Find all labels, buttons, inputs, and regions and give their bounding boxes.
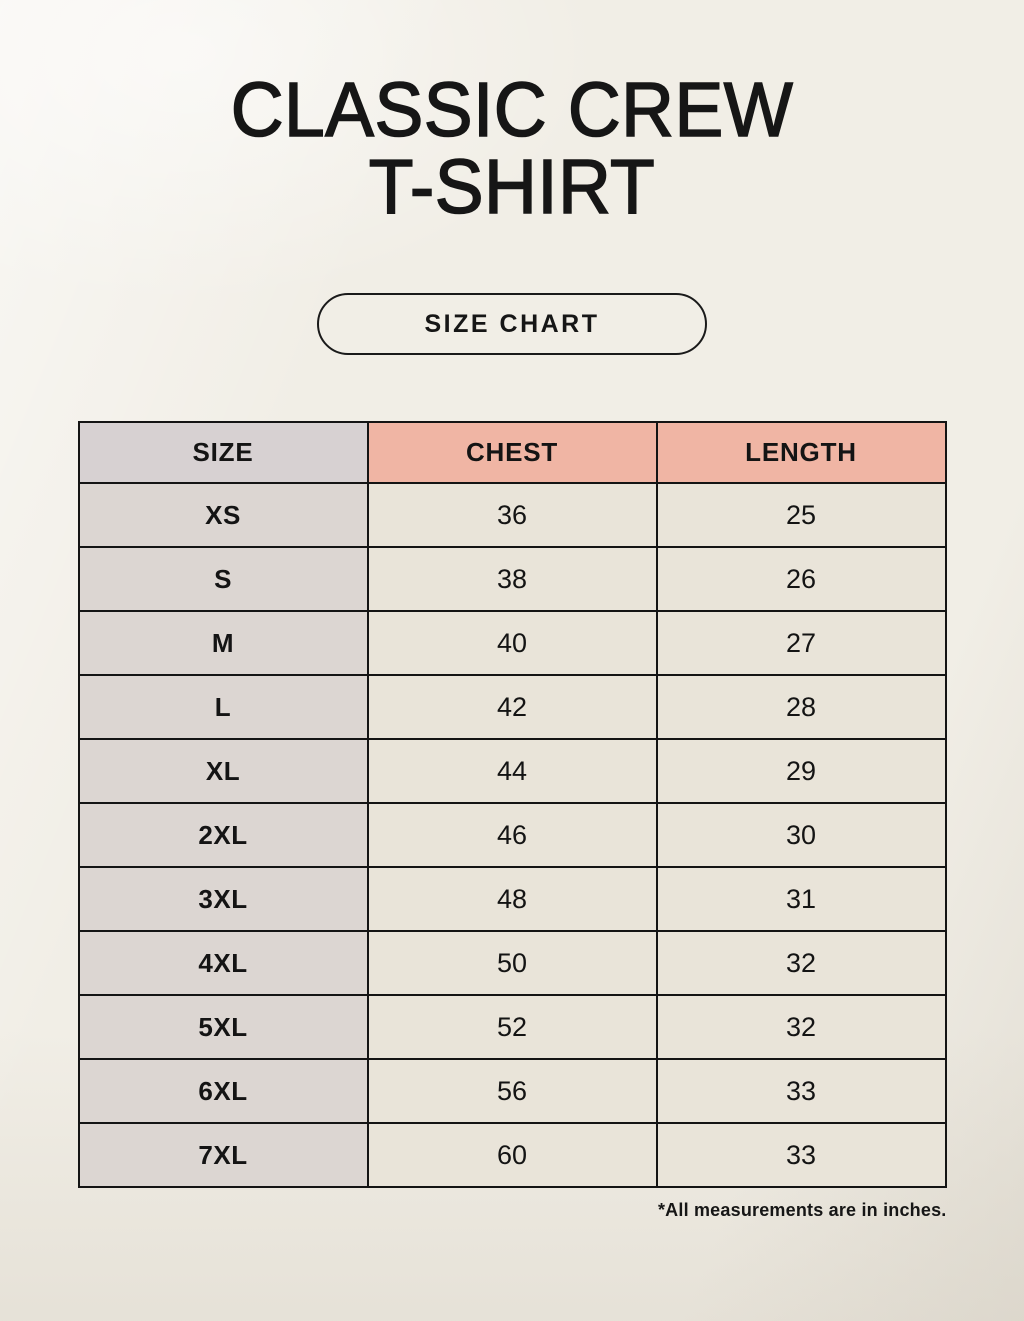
value-cell: 42 bbox=[366, 674, 658, 740]
size-cell: L bbox=[77, 674, 369, 740]
column-header-length: LENGTH bbox=[655, 421, 947, 484]
table-row: XS 36 25 bbox=[77, 482, 947, 548]
value-cell: 33 bbox=[655, 1122, 947, 1188]
value-cell: 30 bbox=[655, 802, 947, 868]
table-row: L 42 28 bbox=[77, 674, 947, 740]
table-header-row: SIZE CHEST LENGTH bbox=[77, 421, 947, 484]
table-row: 5XL 52 32 bbox=[77, 994, 947, 1060]
value-cell: 46 bbox=[366, 802, 658, 868]
size-cell: 3XL bbox=[77, 866, 369, 932]
table-row: M 40 27 bbox=[77, 610, 947, 676]
value-cell: 32 bbox=[655, 930, 947, 996]
measurements-note: *All measurements are in inches. bbox=[657, 1200, 947, 1220]
value-cell: 25 bbox=[655, 482, 947, 548]
page-title: CLASSIC CREW T-SHIRT bbox=[26, 0, 999, 227]
value-cell: 48 bbox=[366, 866, 658, 932]
size-cell: XS bbox=[77, 482, 369, 548]
table-row: 3XL 48 31 bbox=[77, 866, 947, 932]
table-row: 4XL 50 32 bbox=[77, 930, 947, 996]
page-title-line1: CLASSIC CREW bbox=[230, 67, 794, 153]
value-cell: 36 bbox=[366, 482, 658, 548]
column-header-size: SIZE bbox=[77, 421, 369, 484]
size-table: SIZE CHEST LENGTH XS 36 25 S 38 26 M 40 27 L 42 28 XL 4… bbox=[77, 421, 947, 1188]
value-cell: 27 bbox=[655, 610, 947, 676]
column-header-chest: CHEST bbox=[366, 421, 658, 484]
value-cell: 40 bbox=[366, 610, 658, 676]
size-cell: 5XL bbox=[77, 994, 369, 1060]
page-title-line2: T-SHIRT bbox=[368, 144, 656, 230]
size-chart-button-label: SIZE CHART bbox=[424, 309, 600, 338]
value-cell: 29 bbox=[655, 738, 947, 804]
table-row: 2XL 46 30 bbox=[77, 802, 947, 868]
table-row: XL 44 29 bbox=[77, 738, 947, 804]
value-cell: 56 bbox=[366, 1058, 658, 1124]
value-cell: 28 bbox=[655, 674, 947, 740]
size-cell: 7XL bbox=[77, 1122, 369, 1188]
value-cell: 52 bbox=[366, 994, 658, 1060]
table-row: 7XL 60 33 bbox=[77, 1122, 947, 1188]
size-table-body: XS 36 25 S 38 26 M 40 27 L 42 28 XL 44 29 2XL 46 30 3XL 48 3… bbox=[77, 482, 947, 1188]
value-cell: 60 bbox=[366, 1122, 658, 1188]
size-cell: 4XL bbox=[77, 930, 369, 996]
size-chart-button[interactable]: SIZE CHART bbox=[317, 293, 707, 355]
value-cell: 38 bbox=[366, 546, 658, 612]
value-cell: 33 bbox=[655, 1058, 947, 1124]
size-cell: M bbox=[77, 610, 369, 676]
value-cell: 26 bbox=[655, 546, 947, 612]
table-row: 6XL 56 33 bbox=[77, 1058, 947, 1124]
size-cell: 6XL bbox=[77, 1058, 369, 1124]
value-cell: 31 bbox=[655, 866, 947, 932]
table-row: S 38 26 bbox=[77, 546, 947, 612]
value-cell: 50 bbox=[366, 930, 658, 996]
size-cell: XL bbox=[77, 738, 369, 804]
value-cell: 32 bbox=[655, 994, 947, 1060]
size-cell: S bbox=[77, 546, 369, 612]
value-cell: 44 bbox=[366, 738, 658, 804]
size-cell: 2XL bbox=[77, 802, 369, 868]
